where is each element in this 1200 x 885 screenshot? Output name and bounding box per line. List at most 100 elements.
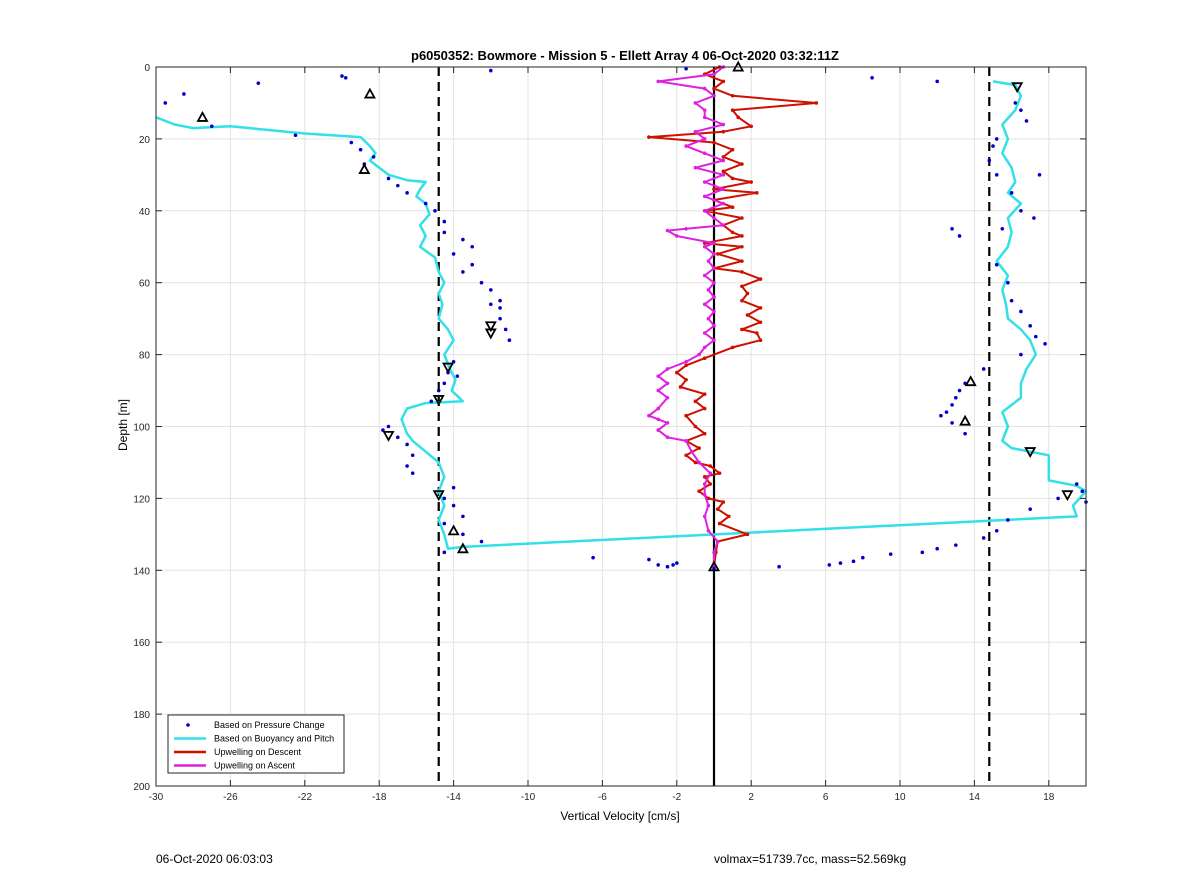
upwelling-on-descent-point xyxy=(702,475,707,479)
upwelling-on-ascent-point xyxy=(712,72,716,76)
upwelling-on-ascent-point xyxy=(675,234,679,238)
upwelling-on-ascent-point xyxy=(647,413,651,418)
triangle-marker-up xyxy=(964,375,977,387)
y-tick-label: 40 xyxy=(139,207,151,218)
upwelling-on-descent-point xyxy=(740,284,744,289)
upwelling-on-descent-point xyxy=(745,291,750,296)
pressure-change-point xyxy=(442,521,447,526)
pressure-change-point xyxy=(396,183,400,188)
pressure-change-point xyxy=(963,431,967,436)
upwelling-on-ascent-point xyxy=(712,324,716,328)
pressure-change-point xyxy=(349,140,354,145)
upwelling-on-descent-point xyxy=(708,482,713,486)
pressure-change-point xyxy=(981,536,986,540)
upwelling-on-ascent-point xyxy=(721,158,726,163)
upwelling-on-ascent-point xyxy=(708,471,713,476)
pressure-change-point xyxy=(991,144,995,148)
upwelling-on-ascent-point xyxy=(712,252,716,256)
upwelling-on-ascent-point xyxy=(712,550,716,555)
pressure-change-point xyxy=(256,81,261,85)
x-tick-label: 10 xyxy=(894,792,906,803)
upwelling-on-descent-point xyxy=(740,244,744,249)
x-tick-label: -26 xyxy=(223,792,238,803)
pressure-change-point xyxy=(410,471,415,476)
upwelling-on-ascent-point xyxy=(712,216,716,220)
pressure-change-point xyxy=(386,424,391,429)
upwelling-on-descent-point xyxy=(740,259,744,263)
pressure-change-point xyxy=(470,244,475,249)
upwelling-on-ascent-point xyxy=(702,151,707,156)
legend-swatch-based-on-pressure-change xyxy=(186,723,190,727)
upwelling-on-ascent-point xyxy=(706,503,711,508)
upwelling-on-descent-point xyxy=(758,277,763,281)
legend-box xyxy=(167,714,345,774)
upwelling-on-descent-point xyxy=(702,392,707,396)
pressure-change-point xyxy=(1006,518,1010,522)
upwelling-on-descent-point xyxy=(745,313,750,317)
y-tick-label: 140 xyxy=(133,566,150,577)
pressure-change-point xyxy=(442,496,447,501)
pressure-change-point xyxy=(1074,482,1079,486)
footer-timestamp: 06-Oct-2020 06:03:03 xyxy=(156,852,273,866)
pressure-change-point xyxy=(489,288,493,292)
pressure-change-point xyxy=(210,124,214,129)
axes: -30 -26 -22 -18 -14 -10 -6 -2 2 6 10 14 180204060801… xyxy=(133,63,1087,803)
pressure-change-point xyxy=(954,543,958,547)
pressure-change-point xyxy=(935,79,939,84)
pressure-change-point xyxy=(498,298,502,303)
pressure-change-point xyxy=(950,403,954,407)
pressure-change-point xyxy=(671,563,675,567)
x-tick-label: -6 xyxy=(598,792,607,803)
upwelling-on-ascent-point xyxy=(665,421,670,425)
upwelling-on-ascent-point xyxy=(697,460,701,465)
upwelling-on-descent-point xyxy=(693,424,698,429)
upwelling-on-descent-point xyxy=(678,385,683,389)
upwelling-on-descent-point xyxy=(740,270,744,274)
y-tick-label: 60 xyxy=(139,279,151,290)
triangle-marker-up xyxy=(196,110,209,122)
pressure-change-point xyxy=(479,539,484,544)
pressure-change-point xyxy=(1009,191,1014,195)
pressure-change-point xyxy=(950,226,954,231)
legend-label-upwelling-on-ascent: Upwelling on Ascent xyxy=(214,761,296,771)
upwelling-on-ascent-point xyxy=(702,493,707,497)
upwelling-on-ascent-point xyxy=(702,514,707,519)
x-tick-label: -2 xyxy=(672,792,681,803)
pressure-change-point xyxy=(777,564,781,569)
upwelling-on-ascent-point xyxy=(656,79,660,84)
upwelling-on-descent-point xyxy=(721,155,726,159)
pressure-change-point xyxy=(503,327,508,332)
pressure-change-point xyxy=(665,564,670,569)
pressure-change-point xyxy=(1019,309,1023,314)
upwelling-on-descent-point xyxy=(730,176,735,181)
upwelling-on-ascent-point xyxy=(712,309,716,314)
x-axis-label: Vertical Velocity [cm/s] xyxy=(560,809,679,823)
pressure-change-point xyxy=(396,435,400,440)
upwelling-on-ascent-point xyxy=(702,194,707,199)
triangle-marker-down xyxy=(484,328,497,340)
y-tick-label: 0 xyxy=(144,63,150,74)
pressure-change-point xyxy=(343,75,348,80)
pressure-change-point xyxy=(957,388,962,393)
upwelling-on-ascent-point xyxy=(665,395,670,400)
y-tick-label: 160 xyxy=(133,638,150,649)
upwelling-on-descent-point xyxy=(727,514,731,519)
pressure-change-point xyxy=(461,532,465,537)
triangle-markers xyxy=(196,60,1074,572)
pressure-change-point xyxy=(1043,342,1047,346)
pressure-change-point xyxy=(957,234,962,238)
pressure-change-point xyxy=(507,338,512,343)
triangle-marker-down xyxy=(484,321,497,333)
pressure-change-point xyxy=(994,137,999,141)
upwelling-on-ascent-point xyxy=(665,381,670,386)
upwelling-on-ascent-point xyxy=(656,428,660,432)
pressure-change-point xyxy=(461,270,465,274)
pressure-change-point xyxy=(870,75,874,80)
pressure-change-point xyxy=(838,561,843,565)
upwelling-on-ascent-point xyxy=(693,165,698,170)
triangle-marker-down xyxy=(441,362,455,374)
upwelling-on-descent-point xyxy=(721,129,726,134)
upwelling-on-descent-point xyxy=(730,147,735,152)
upwelling-on-ascent-point xyxy=(684,144,688,148)
upwelling-on-descent-point xyxy=(697,489,701,494)
